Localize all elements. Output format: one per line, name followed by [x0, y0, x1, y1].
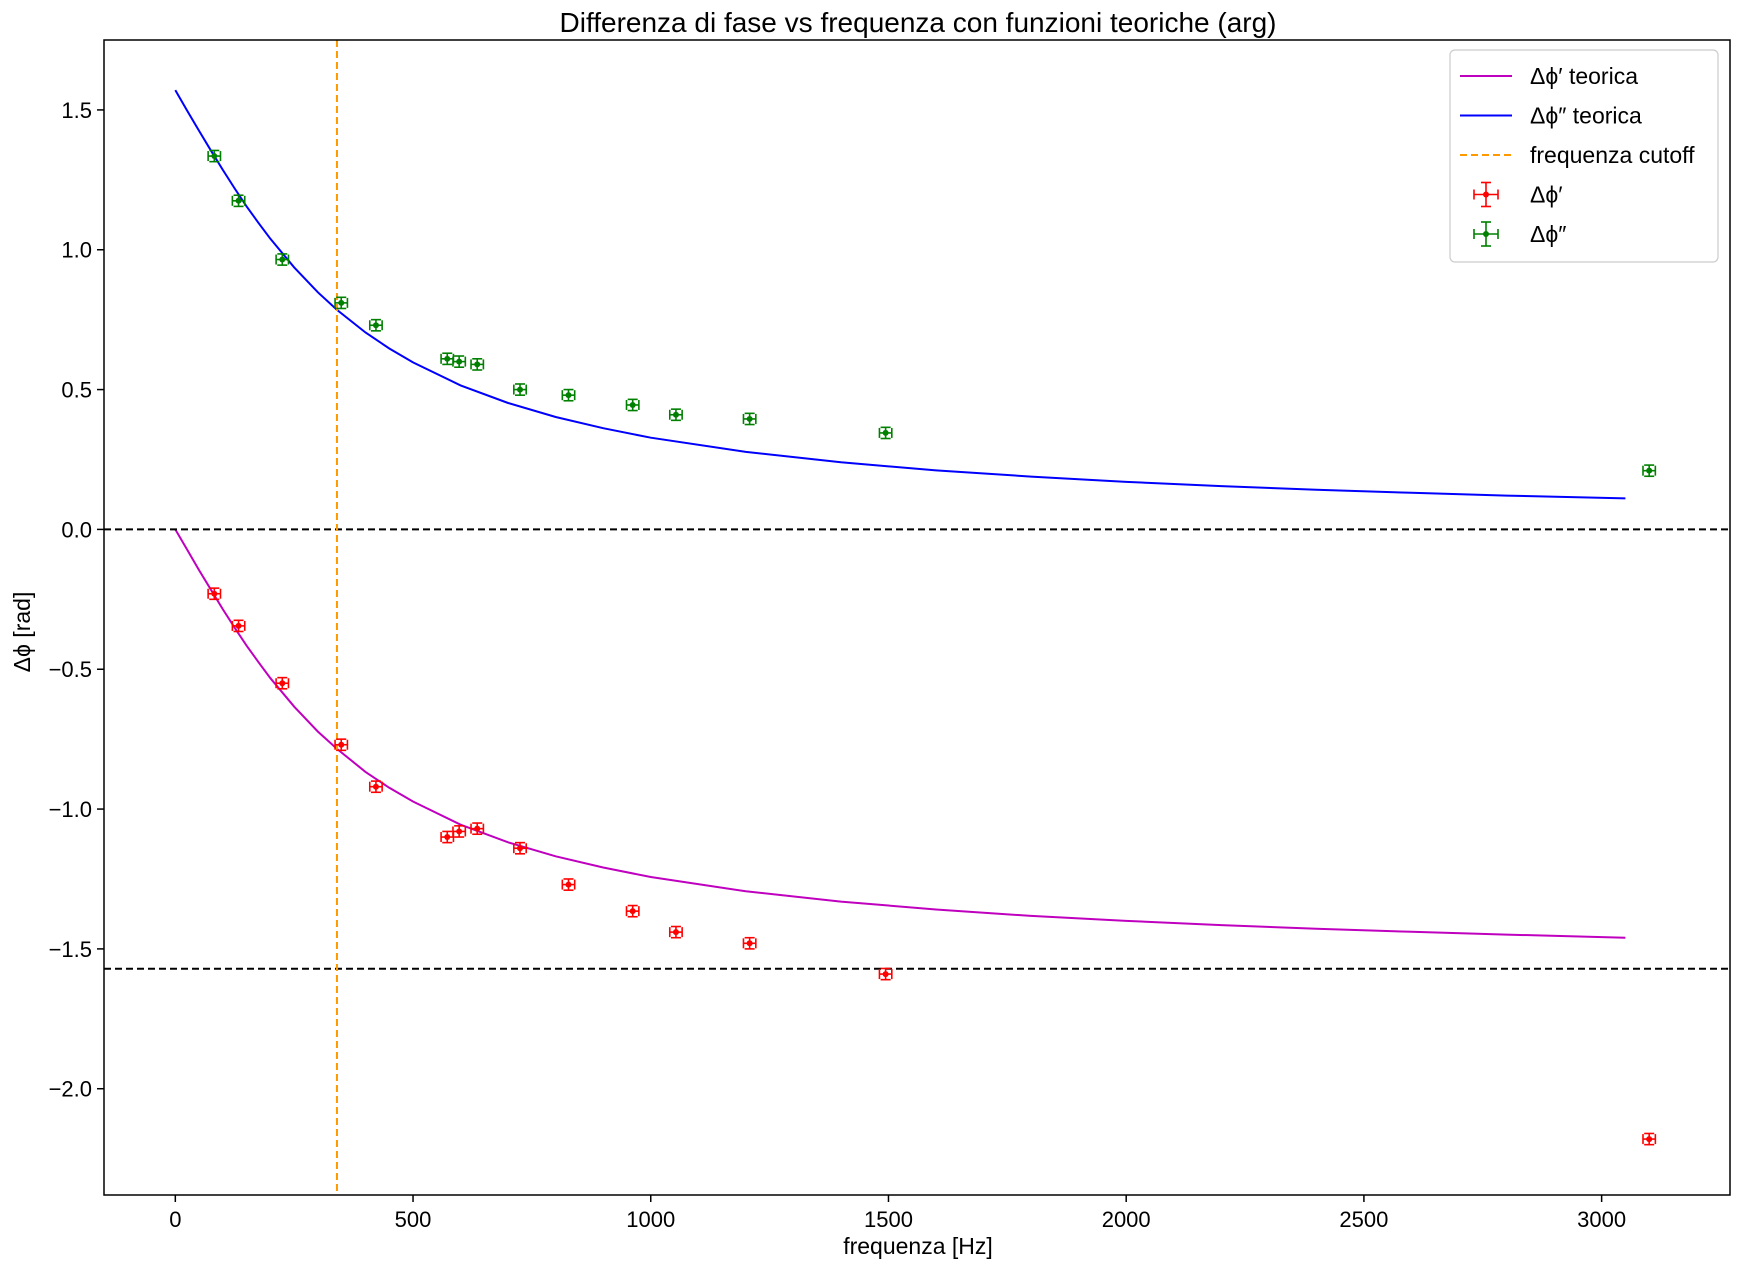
point-marker — [211, 153, 218, 160]
legend-label: Δϕ′ — [1530, 182, 1563, 208]
data-point — [470, 358, 485, 371]
x-tick-label: 500 — [395, 1207, 432, 1232]
data-point — [207, 587, 222, 601]
data-point — [334, 738, 349, 752]
axes-frame — [103, 39, 1731, 1196]
data-point — [625, 904, 640, 918]
legend-marker-swatch — [1483, 231, 1489, 237]
y-tick-label: −2.0 — [49, 1077, 92, 1102]
point-marker — [517, 845, 524, 852]
legend-entry: Δϕ″ — [1473, 221, 1566, 247]
data-point — [231, 194, 246, 208]
theory-curve-1 — [174, 89, 1626, 500]
data-point — [742, 936, 757, 950]
data-point — [368, 780, 383, 794]
point-marker — [565, 392, 572, 399]
data-point — [452, 825, 467, 838]
data-point — [207, 149, 222, 163]
legend-label: Δϕ″ — [1530, 221, 1566, 247]
data-point — [470, 822, 485, 836]
data-point — [561, 878, 576, 891]
point-marker — [456, 828, 463, 835]
point-marker — [746, 415, 753, 422]
legend-entry: Δϕ″ teorica — [1460, 103, 1642, 129]
chart-title: Differenza di fase vs frequenza con funz… — [560, 7, 1277, 38]
y-axis-label: Δϕ [rad] — [9, 592, 35, 673]
legend-entry: frequenza cutoff — [1460, 142, 1695, 168]
y-tick-label: −0.5 — [49, 657, 92, 682]
legend-marker-swatch — [1483, 191, 1489, 198]
x-tick-label: 2000 — [1102, 1207, 1151, 1232]
point-marker — [211, 590, 218, 597]
point-marker — [629, 401, 636, 408]
legend-entry: Δϕ′ teorica — [1460, 63, 1638, 89]
legend-entry: Δϕ′ — [1473, 182, 1563, 208]
point-marker — [882, 971, 889, 978]
point-marker — [672, 929, 679, 936]
legend-label: Δϕ″ teorica — [1530, 103, 1642, 129]
data-point — [275, 676, 290, 690]
y-tick-label: 1.0 — [61, 238, 92, 263]
point-marker — [672, 411, 679, 418]
x-axis-label: frequenza [Hz] — [843, 1233, 993, 1259]
data-point — [368, 318, 383, 332]
legend: Δϕ′ teorica Δϕ″ teorica frequenza cutoff Δϕ… — [1449, 49, 1719, 263]
point-marker — [372, 783, 379, 790]
plot-area: 0 500 1000 1500 2000 2500 3000 1.5 1.0 0.5 0.0 −0.5… — [49, 39, 1731, 1232]
point-marker — [279, 680, 286, 687]
data-point — [334, 296, 349, 310]
y-tick-label: 0.5 — [61, 378, 92, 403]
x-tick-label: 0 — [169, 1207, 181, 1232]
data-point — [561, 388, 576, 402]
x-tick-label: 2500 — [1339, 1207, 1388, 1232]
point-marker — [1646, 1136, 1653, 1143]
data-point — [742, 412, 757, 426]
point-marker — [444, 355, 451, 362]
legend-label: Δϕ′ teorica — [1530, 63, 1638, 89]
point-marker — [565, 881, 572, 888]
data-point — [1642, 464, 1657, 478]
point-marker — [882, 429, 889, 436]
point-marker — [338, 299, 345, 306]
y-tick-label: 1.5 — [61, 98, 92, 123]
point-marker — [517, 386, 524, 393]
data-point — [231, 619, 246, 633]
data-point — [513, 383, 527, 396]
data-point — [668, 925, 683, 939]
point-marker — [279, 256, 286, 263]
point-marker — [746, 940, 753, 947]
x-tick-label: 3000 — [1577, 1207, 1626, 1232]
data-point — [878, 426, 893, 440]
point-marker — [456, 358, 463, 365]
legend-box — [1449, 49, 1719, 263]
legend-label: frequenza cutoff — [1530, 142, 1695, 168]
y-tick-label: −1.5 — [49, 937, 92, 962]
point-marker — [444, 834, 451, 841]
data-point — [452, 355, 467, 369]
point-marker — [372, 322, 379, 329]
data-point — [625, 398, 640, 412]
data-point — [275, 253, 290, 266]
data-point — [1642, 1132, 1657, 1146]
x-tick-label: 1500 — [864, 1207, 913, 1232]
point-marker — [1646, 467, 1653, 474]
point-marker — [235, 197, 242, 204]
point-marker — [474, 361, 481, 368]
point-marker — [474, 825, 481, 832]
point-marker — [235, 622, 242, 629]
x-tick-label: 1000 — [626, 1207, 675, 1232]
data-point — [668, 408, 683, 422]
y-tick-label: −1.0 — [49, 797, 92, 822]
point-marker — [338, 741, 345, 748]
y-tick-label: 0.0 — [61, 517, 92, 542]
data-point — [878, 967, 893, 981]
point-marker — [629, 908, 636, 915]
data-point — [513, 841, 527, 855]
